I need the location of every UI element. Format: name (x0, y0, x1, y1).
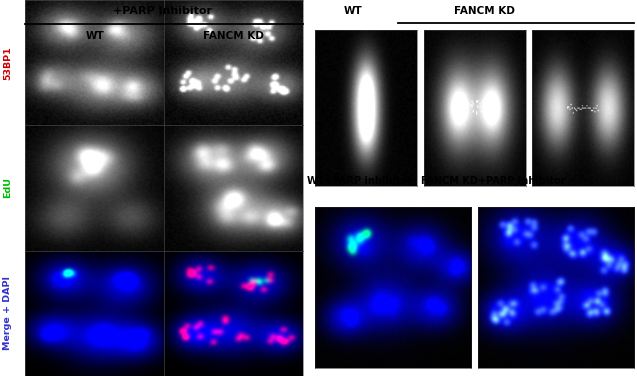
Text: WT: WT (85, 31, 104, 41)
Text: FANCM KD+PARP inhibitor: FANCM KD+PARP inhibitor (422, 176, 566, 186)
Text: +PARP Inhibitor: +PARP Inhibitor (113, 6, 212, 16)
Text: EdU: EdU (3, 177, 12, 199)
Text: Merge + DAPI: Merge + DAPI (3, 276, 12, 350)
Text: 53BP1: 53BP1 (3, 46, 12, 80)
Text: WT+PARP inhibitor: WT+PARP inhibitor (307, 176, 413, 186)
Text: FANCM KD: FANCM KD (454, 6, 515, 16)
Text: FANCM KD: FANCM KD (203, 31, 264, 41)
Text: WT: WT (344, 6, 363, 16)
